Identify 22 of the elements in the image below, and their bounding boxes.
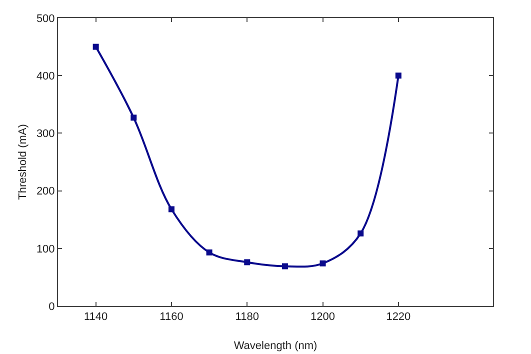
y-tick-label: 400 [36, 70, 55, 82]
point [358, 230, 364, 236]
point [92, 44, 99, 50]
point [206, 249, 212, 256]
x-tick-label: 1160 [160, 311, 184, 324]
x-tick-label: 1180 [235, 311, 259, 324]
x-axis-title: Wavelength (nm) [234, 340, 318, 352]
y-tick-label: 0 [48, 300, 55, 313]
point [130, 114, 137, 121]
x-tick-label: 1200 [310, 311, 336, 324]
point [282, 263, 288, 270]
point [320, 260, 326, 266]
x-tick-label: 1140 [84, 311, 108, 324]
y-tick-label: 200 [36, 186, 55, 198]
y-axis-title: Threshold (mA) [17, 124, 29, 200]
y-tick-label: 500 [36, 12, 55, 25]
x-tick-label: 1220 [386, 311, 411, 324]
point [168, 206, 174, 212]
y-tick-label: 100 [36, 243, 55, 256]
y-tick-label: 300 [36, 128, 55, 140]
point [395, 72, 402, 79]
point [244, 259, 250, 266]
